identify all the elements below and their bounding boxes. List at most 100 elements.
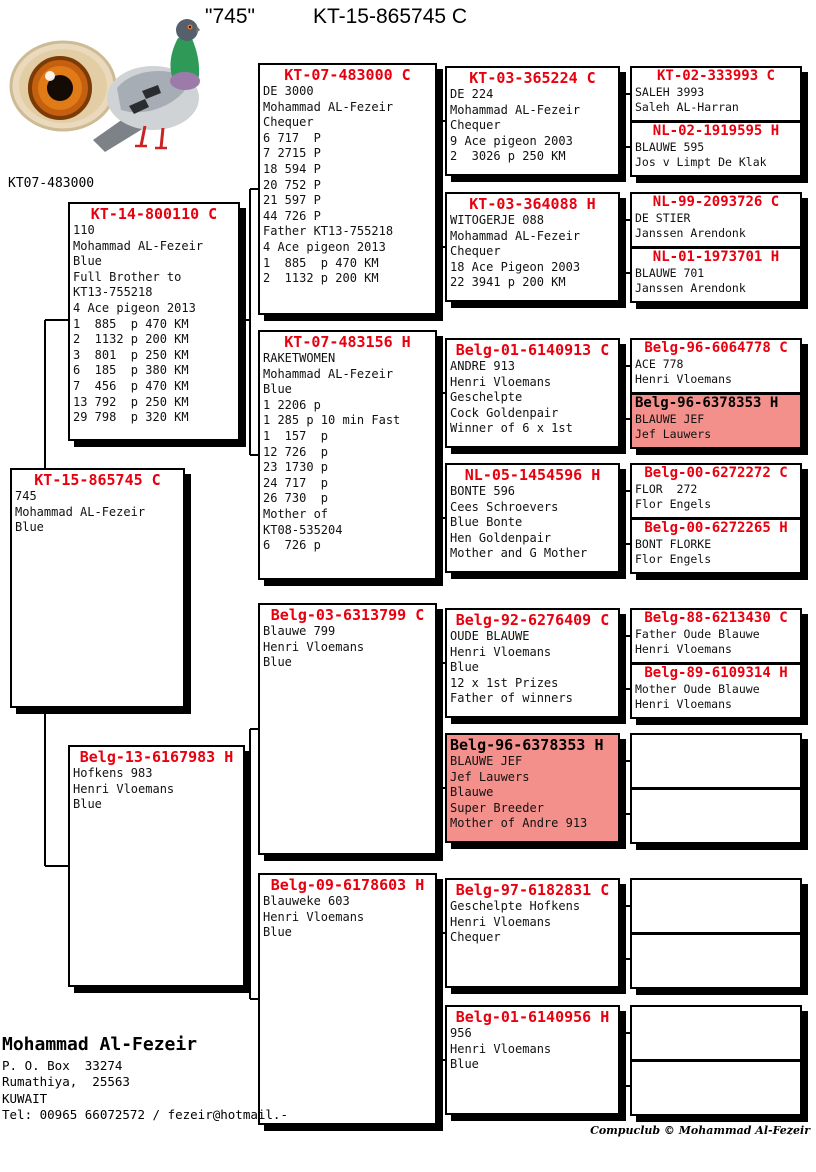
pedigree-pair-4: Belg-00-6272272 C FLOR 272 Flor Engels B… xyxy=(630,463,802,574)
box-details: SALEH 3993 Saleh AL-Harran xyxy=(635,85,739,114)
ring-title: Belg-96-6378353 H xyxy=(450,736,604,754)
photo-caption: KT07-483000 xyxy=(8,176,95,191)
ring-title: Belg-97-6182831 C xyxy=(455,881,610,899)
ring-title: Belg-01-6140956 H xyxy=(455,1008,610,1026)
ring-title: NL-99-2093726 C xyxy=(652,194,780,210)
ring-title: KT-07-483000 C xyxy=(284,66,411,84)
ring-title: Belg-89-6109314 H xyxy=(644,665,788,681)
ring-title: KT-07-483156 H xyxy=(284,333,411,351)
pedigree-box-nl-01-1973701: NL-01-1973701 H BLAUWE 701 Janssen Arend… xyxy=(632,246,800,301)
pedigree-box-empty xyxy=(632,932,800,987)
pedigree-box-empty xyxy=(632,880,800,932)
page-title: "745" KT-15-865745 C xyxy=(205,5,467,29)
pedigree-pair-6 xyxy=(630,733,802,844)
box-details: WITOGERJE 088 Mohammad AL-Fezeir Chequer… xyxy=(450,213,581,290)
pedigree-pair-1: KT-02-333993 C SALEH 3993 Saleh AL-Harra… xyxy=(630,66,802,177)
pedigree-box-belg-00-6272272: Belg-00-6272272 C FLOR 272 Flor Engels xyxy=(632,465,800,517)
ring-title: Belg-01-6140913 C xyxy=(455,341,610,359)
pedigree-box-belg-01-6140956: Belg-01-6140956 H 956 Henri Vloemans Blu… xyxy=(445,1005,620,1115)
pedigree-box-belg-92-6276409: Belg-92-6276409 C OUDE BLAUWE Henri Vloe… xyxy=(445,608,620,718)
box-details: Blauwe 799 Henri Vloemans Blue xyxy=(263,624,365,670)
pedigree-box-belg-97-6182831: Belg-97-6182831 C Geschelpte Hofkens Hen… xyxy=(445,878,620,988)
ring-title: Belg-03-6313799 C xyxy=(270,606,425,624)
owner-address: P. O. Box 33274 Rumathiya, 25563 KUWAIT … xyxy=(2,1058,288,1122)
box-details: Hofkens 983 Henri Vloemans Blue xyxy=(73,766,175,812)
box-details: Father Oude Blauwe Henri Vloemans xyxy=(635,627,760,656)
ring-title: Belg-92-6276409 C xyxy=(455,611,610,629)
ring-title: Belg-96-6064778 C xyxy=(644,340,788,356)
ring-title: NL-05-1454596 H xyxy=(464,466,601,484)
pigeon-eye-closeup xyxy=(9,40,117,132)
box-details: DE 3000 Mohammad AL-Fezeir Chequer 6 717… xyxy=(263,84,394,286)
pedigree-box-belg-96-6378353: Belg-96-6378353 H BLAUWE JEF Jef Lauwers xyxy=(632,392,800,447)
pedigree-box-empty xyxy=(632,1059,800,1114)
ring-title: Belg-00-6272272 C xyxy=(644,465,788,481)
pedigree-box-empty xyxy=(632,735,800,787)
pedigree-box-dam: Belg-13-6167983 H Hofkens 983 Henri Vloe… xyxy=(68,745,245,987)
ring-title: Belg-09-6178603 H xyxy=(270,876,425,894)
pigeon-body xyxy=(93,19,200,152)
pedigree-box-kt-07-483000: KT-07-483000 C DE 3000 Mohammad AL-Fezei… xyxy=(258,63,437,315)
pedigree-pair-8 xyxy=(630,1005,802,1116)
box-details: Blauweke 603 Henri Vloemans Blue xyxy=(263,894,365,940)
box-details: OUDE BLAUWE Henri Vloemans Blue 12 x 1st… xyxy=(450,629,573,706)
pedigree-box-empty xyxy=(632,787,800,842)
box-details: ANDRE 913 Henri Vloemans Geschelpte Cock… xyxy=(450,359,573,436)
compuclub-credit: Compuclub © Mohammad Al-Fezeir xyxy=(590,1124,810,1137)
box-details: BONTE 596 Cees Schroevers Blue Bonte Hen… xyxy=(450,484,588,561)
pedigree-box-subject: KT-15-865745 C 745 Mohammad AL-Fezeir Bl… xyxy=(10,468,185,708)
ring-title: Belg-96-6378353 H xyxy=(635,395,779,411)
pedigree-pair-2: NL-99-2093726 C DE STIER Janssen Arendon… xyxy=(630,192,802,303)
ring-title: KT-15-865745 C xyxy=(34,471,161,489)
pigeon-nickname: "745" xyxy=(205,5,255,28)
pedigree-box-belg-96-6064778: Belg-96-6064778 C ACE 778 Henri Vloemans xyxy=(632,340,800,392)
box-details: Geschelpte Hofkens Henri Vloemans Cheque… xyxy=(450,899,581,945)
pigeon-ring-number: KT-15-865745 C xyxy=(312,5,468,28)
box-details: Mother Oude Blauwe Henri Vloemans xyxy=(635,682,760,711)
pedigree-box-belg-88-6213430: Belg-88-6213430 C Father Oude Blauwe Hen… xyxy=(632,610,800,662)
box-details: DE STIER Janssen Arendonk xyxy=(635,211,746,240)
ring-title: NL-01-1973701 H xyxy=(652,249,780,265)
box-details: BLAUWE JEF Jef Lauwers Blauwe Super Bree… xyxy=(450,754,588,831)
pedigree-box-kt-07-483156: KT-07-483156 H RAKETWOMEN Mohammad AL-Fe… xyxy=(258,330,437,580)
pedigree-box-kt-03-365224: KT-03-365224 C DE 224 Mohammad AL-Fezeir… xyxy=(445,66,620,176)
pedigree-pair-3: Belg-96-6064778 C ACE 778 Henri Vloemans… xyxy=(630,338,802,449)
ring-title: Belg-00-6272265 H xyxy=(644,520,788,536)
pedigree-box-empty xyxy=(632,1007,800,1059)
box-details: RAKETWOMEN Mohammad AL-Fezeir Blue 1 220… xyxy=(263,351,401,553)
pedigree-box-belg-01-6140913: Belg-01-6140913 C ANDRE 913 Henri Vloema… xyxy=(445,338,620,448)
pedigree-box-kt-02-333993: KT-02-333993 C SALEH 3993 Saleh AL-Harra… xyxy=(632,68,800,120)
ring-title: Belg-88-6213430 C xyxy=(644,610,788,626)
pedigree-box-belg-89-6109314: Belg-89-6109314 H Mother Oude Blauwe Hen… xyxy=(632,662,800,717)
pedigree-box-belg-03-6313799: Belg-03-6313799 C Blauwe 799 Henri Vloem… xyxy=(258,603,437,855)
ring-title: NL-02-1919595 H xyxy=(652,123,780,139)
pedigree-box-kt-03-364088: KT-03-364088 H WITOGERJE 088 Mohammad AL… xyxy=(445,192,620,302)
box-details: 956 Henri Vloemans Blue xyxy=(450,1026,552,1072)
pedigree-box-belg-96-6378353-highlight: Belg-96-6378353 H BLAUWE JEF Jef Lauwers… xyxy=(445,733,620,843)
box-details: FLOR 272 Flor Engels xyxy=(635,482,712,511)
ring-title: KT-03-365224 C xyxy=(469,69,596,87)
box-details: BLAUWE 595 Jos v Limpt De Klak xyxy=(635,140,767,169)
pedigree-box-sire: KT-14-800110 C 110 Mohammad AL-Fezeir Bl… xyxy=(68,202,240,441)
box-details: 745 Mohammad AL-Fezeir Blue xyxy=(15,489,146,535)
box-details: 110 Mohammad AL-Fezeir Blue Full Brother… xyxy=(73,223,204,425)
pedigree-pair-7 xyxy=(630,878,802,989)
box-details: ACE 778 Henri Vloemans xyxy=(635,357,732,386)
pedigree-box-belg-09-6178603: Belg-09-6178603 H Blauweke 603 Henri Vlo… xyxy=(258,873,437,1125)
ring-title: Belg-13-6167983 H xyxy=(79,748,234,766)
ring-title: KT-14-800110 C xyxy=(90,205,218,223)
box-details: DE 224 Mohammad AL-Fezeir Chequer 9 Ace … xyxy=(450,87,581,164)
pedigree-box-nl-99-2093726: NL-99-2093726 C DE STIER Janssen Arendon… xyxy=(632,194,800,246)
ring-title: KT-03-364088 H xyxy=(469,195,596,213)
box-details: BONT FLORKE Flor Engels xyxy=(635,537,712,566)
ring-title: KT-02-333993 C xyxy=(656,68,775,84)
owner-name: Mohammad Al-Fezeir xyxy=(2,1034,198,1055)
pedigree-box-nl-05-1454596: NL-05-1454596 H BONTE 596 Cees Schroever… xyxy=(445,463,620,573)
pedigree-box-belg-00-6272265: Belg-00-6272265 H BONT FLORKE Flor Engel… xyxy=(632,517,800,572)
pigeon-photo xyxy=(9,19,200,152)
box-details: BLAUWE JEF Jef Lauwers xyxy=(635,412,712,441)
pedigree-pair-5: Belg-88-6213430 C Father Oude Blauwe Hen… xyxy=(630,608,802,719)
pedigree-box-nl-02-1919595: NL-02-1919595 H BLAUWE 595 Jos v Limpt D… xyxy=(632,120,800,175)
